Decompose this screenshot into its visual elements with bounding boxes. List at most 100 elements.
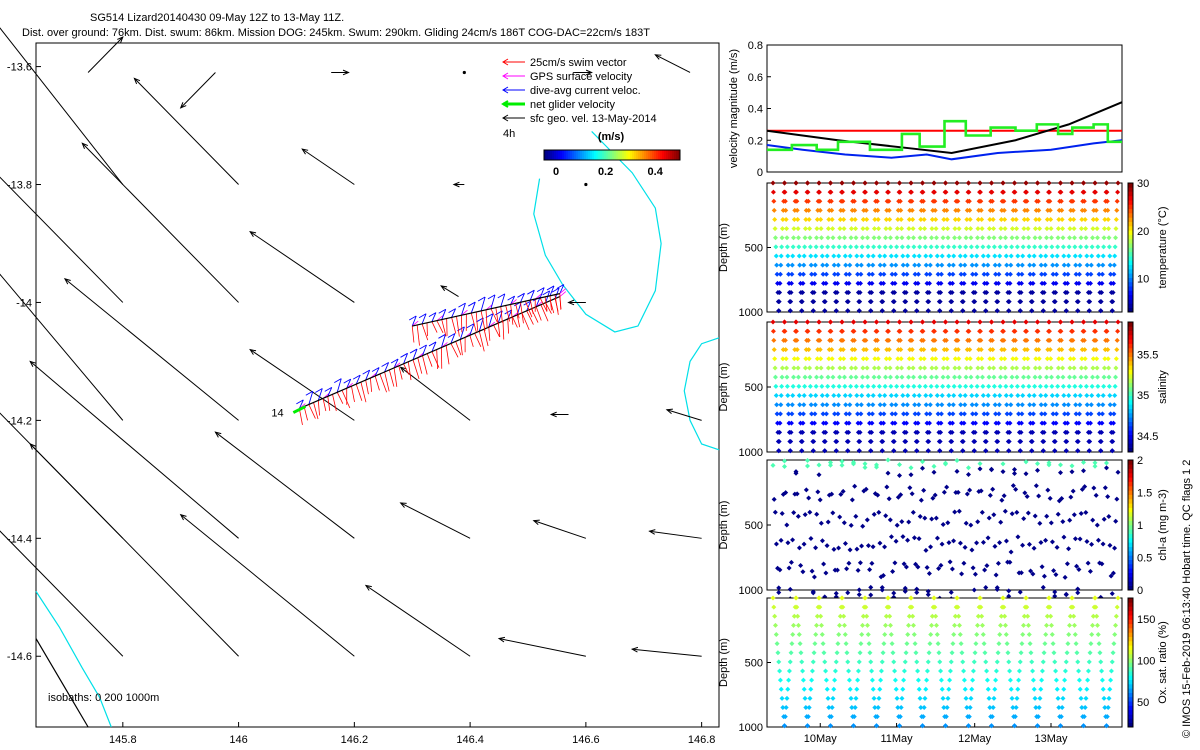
profile-point [822, 308, 828, 314]
profile-point [801, 541, 807, 547]
profile-point [1049, 383, 1055, 389]
swim-vector [303, 406, 308, 421]
profile-point [1044, 365, 1050, 371]
profile-point [857, 439, 863, 445]
sfc-velocity-arrowhead [440, 285, 448, 292]
depth-colorbar-cell [1128, 221, 1133, 227]
profile-point [1098, 299, 1104, 305]
profile-point [770, 328, 776, 334]
profile-point [969, 547, 975, 553]
dac-vector [485, 313, 494, 319]
profile-point [966, 465, 971, 471]
profile-point [1073, 641, 1079, 647]
profile-point [893, 393, 899, 399]
depth-colorbar-cell [1128, 529, 1133, 534]
profile-point [1002, 613, 1008, 619]
colorbar-cell [624, 150, 627, 160]
profile-point [803, 356, 809, 362]
profile-point [997, 393, 1003, 399]
profile-point [962, 393, 968, 399]
profile-point [901, 411, 907, 417]
profile-point [937, 308, 943, 314]
profile-point [1014, 374, 1020, 380]
profile-point [831, 253, 837, 259]
profile-point [864, 613, 870, 619]
profile-point [963, 695, 969, 701]
profile-point [848, 695, 854, 701]
dac-vector [298, 399, 304, 409]
profile-point [1077, 262, 1083, 268]
profile-point [946, 253, 952, 259]
profile-point [855, 411, 861, 417]
profile-point [981, 271, 987, 277]
profile-point [1003, 631, 1009, 637]
swim-vector [459, 339, 463, 356]
dac-vector [461, 303, 466, 316]
profile-point [865, 631, 871, 637]
profile-point [1110, 650, 1116, 656]
depth-colorbar-tick-label: 34.5 [1137, 431, 1158, 443]
profile-point [779, 374, 785, 380]
profile-point [816, 595, 822, 601]
profile-point [814, 235, 820, 241]
profile-point [772, 365, 778, 371]
profile-point [1097, 650, 1103, 656]
profile-point [1025, 216, 1031, 222]
profile-point [1031, 253, 1037, 259]
profile-point [998, 374, 1004, 380]
sfc-velocity-arrowhead [399, 502, 407, 508]
map-x-tick-label: 146.6 [572, 734, 600, 746]
profile-point [879, 587, 885, 593]
profile-point [795, 513, 801, 519]
colorbar-cell [610, 150, 613, 160]
profile-point [882, 544, 888, 550]
profile-point [1063, 308, 1069, 314]
profile-point [1048, 235, 1054, 241]
profile-point [1071, 216, 1077, 222]
profile-point [869, 429, 875, 435]
profile-point [1079, 704, 1085, 710]
profile-point [1099, 280, 1105, 286]
profile-point [1065, 641, 1071, 647]
profile-point [940, 383, 946, 389]
profile-point [851, 189, 857, 195]
profile-point [772, 509, 778, 515]
profile-point [1032, 383, 1038, 389]
profile-point [1070, 347, 1076, 353]
profile-point [1067, 517, 1073, 523]
profile-point [783, 216, 789, 222]
dac-vector [336, 378, 342, 393]
profile-point [974, 253, 980, 259]
profile-point [1038, 253, 1044, 259]
profile-point [933, 226, 939, 232]
swim-vector [493, 324, 500, 338]
profile-point [1062, 574, 1068, 580]
profile-point [836, 631, 842, 637]
profile-point [876, 226, 882, 232]
profile-point [819, 253, 825, 259]
profile-point [777, 271, 783, 277]
profile-point [1092, 460, 1098, 466]
dac-vector [431, 312, 437, 322]
profile-point [824, 402, 830, 408]
profile-point [779, 511, 785, 517]
depth-colorbar-cell [1128, 602, 1133, 607]
profile-point [949, 420, 955, 426]
profile-point [975, 613, 981, 619]
profile-point [1030, 280, 1036, 286]
profile-point [860, 374, 866, 380]
profile-point [964, 356, 970, 362]
profile-point [906, 519, 912, 525]
depth-colorbar-cell [1128, 619, 1133, 625]
profile-point [1060, 519, 1066, 525]
profile-point [857, 429, 863, 435]
profile-point [1104, 714, 1110, 720]
profile-point [1008, 262, 1014, 268]
depth-colorbar-cell [1128, 294, 1133, 300]
profile-point [931, 189, 937, 195]
profile-point [805, 714, 811, 720]
profile-point [1076, 271, 1082, 277]
swim-vector [510, 304, 514, 325]
profile-point [1115, 180, 1121, 186]
profile-point [908, 472, 914, 478]
